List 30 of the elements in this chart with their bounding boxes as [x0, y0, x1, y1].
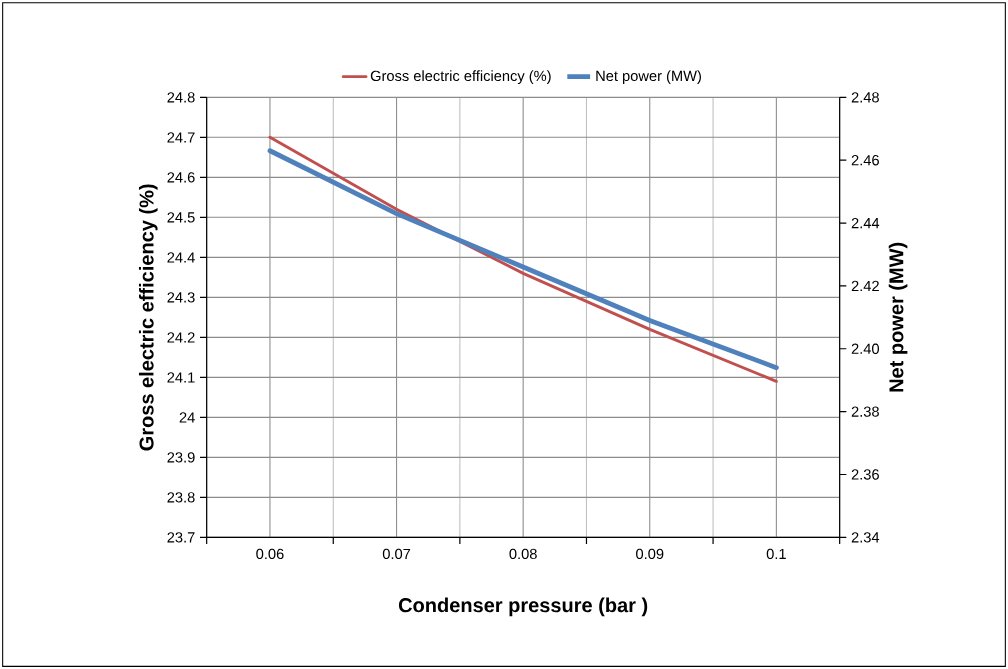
x-tick-label: 0.07: [382, 548, 411, 560]
y-tick-label: 24.7: [167, 132, 195, 143]
y-tick-label: 23.7: [167, 532, 195, 543]
y-axis-title: Gross electric efficiency (%): [138, 184, 158, 451]
y-tick-label: 24.4: [167, 252, 195, 263]
legend-label: Gross electric efficiency (%): [370, 70, 551, 84]
y-tick-label: 23.8: [167, 492, 195, 503]
y2-tick-label: 2.48: [851, 92, 879, 103]
y-tick-label: 24.1: [167, 372, 195, 383]
y-tick-label: 24.8: [167, 92, 195, 103]
x-tick-label: 0.06: [256, 548, 284, 560]
legend-label: Net power (MW): [596, 70, 701, 84]
y2-tick-label: 2.40: [851, 343, 879, 354]
y2-tick-label: 2.38: [851, 406, 879, 417]
y-tick-label: 23.9: [167, 452, 195, 463]
y-tick-label: 24.5: [167, 212, 195, 223]
y-tick-label: 24: [179, 412, 195, 423]
y-tick-label: 24.2: [167, 332, 195, 343]
y2-tick-label: 2.46: [851, 155, 879, 166]
x-tick-label: 0.08: [509, 548, 537, 560]
y-tick-label: 24.6: [167, 172, 195, 183]
y2-tick-label: 2.36: [851, 469, 879, 480]
y2-tick-label: 2.44: [851, 217, 880, 229]
x-tick-label: 0.09: [636, 548, 664, 560]
y2-tick-label: 2.34: [851, 532, 880, 543]
x-tick-label: 0.1: [766, 548, 786, 560]
y-tick-label: 24.3: [167, 292, 195, 303]
x-axis-title: Condenser pressure (bar ): [398, 597, 648, 617]
y2-axis-title: Net power (MW): [888, 242, 908, 392]
y2-tick-label: 2.42: [851, 280, 879, 292]
